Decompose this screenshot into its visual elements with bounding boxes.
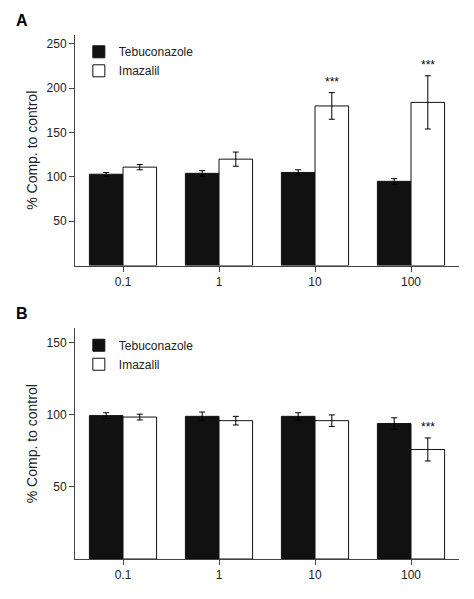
svg-text:150: 150 xyxy=(47,126,67,140)
svg-text:% Comp. to control: % Comp. to control xyxy=(24,91,40,210)
svg-text:1: 1 xyxy=(216,275,223,289)
svg-text:***: *** xyxy=(421,420,435,434)
svg-text:250: 250 xyxy=(47,37,67,51)
svg-text:50: 50 xyxy=(53,480,67,494)
svg-text:100: 100 xyxy=(401,568,421,582)
svg-text:Imazalil: Imazalil xyxy=(119,64,160,78)
svg-text:0.1: 0.1 xyxy=(115,275,132,289)
svg-text:10: 10 xyxy=(308,275,322,289)
svg-text:0.1: 0.1 xyxy=(115,568,132,582)
svg-text:% Comp. to control: % Comp. to control xyxy=(24,384,40,503)
svg-text:B: B xyxy=(16,305,28,322)
svg-text:100: 100 xyxy=(47,408,67,422)
svg-text:150: 150 xyxy=(47,336,67,350)
svg-text:Tebuconazole: Tebuconazole xyxy=(119,45,193,59)
svg-text:A: A xyxy=(16,12,28,29)
svg-text:100: 100 xyxy=(401,275,421,289)
svg-text:1: 1 xyxy=(216,568,223,582)
svg-text:Imazalil: Imazalil xyxy=(119,358,160,372)
svg-text:***: *** xyxy=(421,58,435,72)
svg-text:10: 10 xyxy=(308,568,322,582)
svg-text:100: 100 xyxy=(47,170,67,184)
svg-text:***: *** xyxy=(325,75,339,89)
svg-text:Tebuconazole: Tebuconazole xyxy=(119,339,193,353)
svg-text:50: 50 xyxy=(53,214,67,228)
svg-text:200: 200 xyxy=(47,81,67,95)
